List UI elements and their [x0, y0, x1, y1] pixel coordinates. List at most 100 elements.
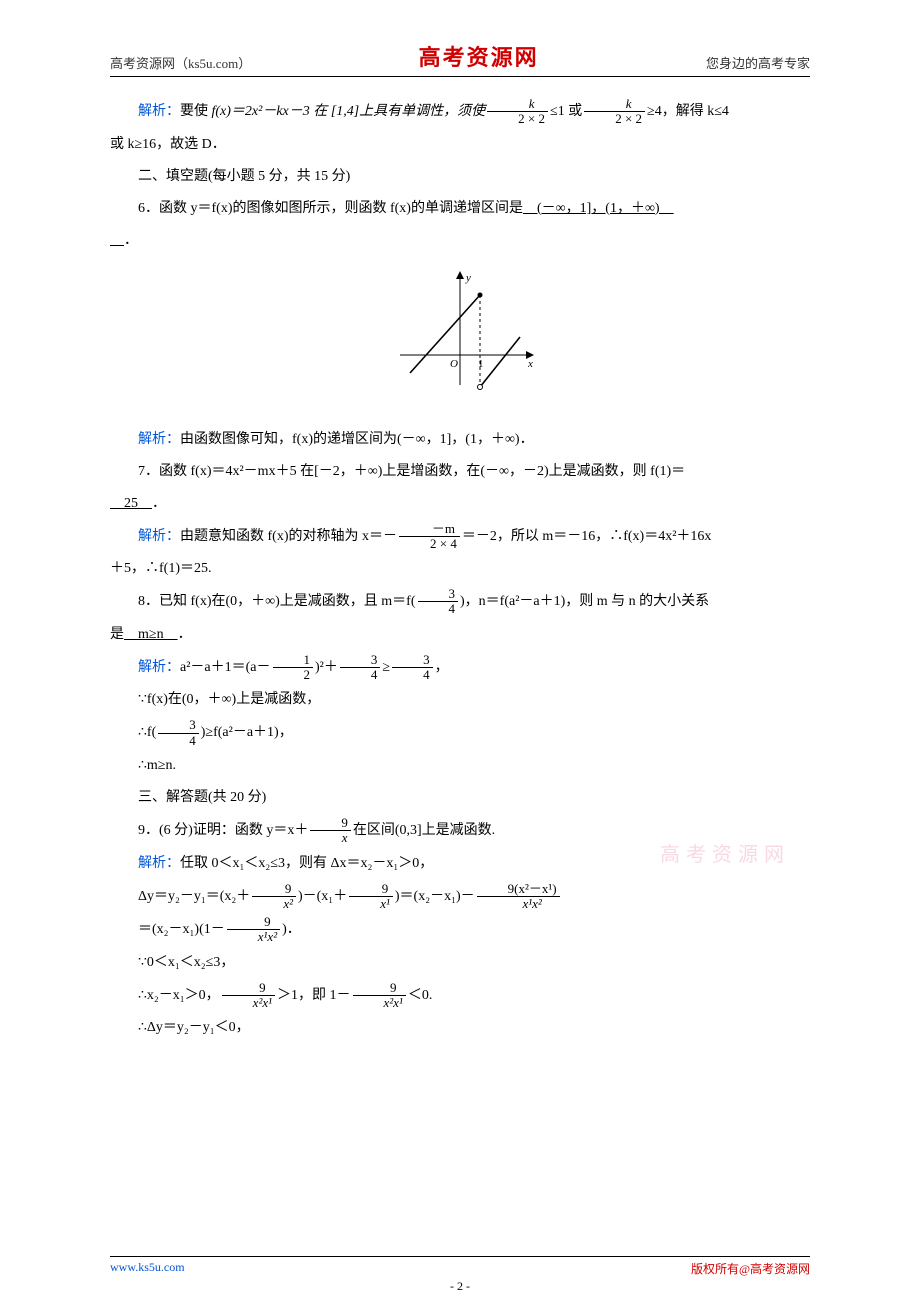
solution-9-line5: ∴x₂－x₁＞0，9x²x¹＞1，即 1－9x²x¹＜0. [110, 981, 810, 1011]
fraction: 12 [273, 653, 314, 683]
text: ＞1，即 1－ [277, 988, 351, 1003]
denominator: x [310, 831, 351, 845]
text: 函数 f(x)＝4x²－mx＋5 在[－2，＋∞)上是增函数，在(－∞，－2)上… [159, 464, 685, 479]
page-number: - 2 - [0, 1279, 920, 1294]
numerator: 9(x²－x¹) [477, 882, 560, 897]
header-right-text: 您身边的高考专家 [706, 53, 810, 72]
denominator: x² [252, 897, 296, 911]
fraction: 9x² [252, 882, 296, 912]
text: )≥f(a²－a＋1)， [201, 725, 293, 740]
text: 任取 0＜x₁＜x₂≤3，则有 Δx＝x₂－x₁＞0， [180, 856, 433, 871]
fraction: 9x²x¹ [222, 981, 275, 1011]
text: 要使 [180, 104, 212, 119]
text: 由函数图像可知，f(x)的递增区间为(－∞，1]，(1，＋∞)． [180, 432, 534, 447]
numerator: 3 [340, 653, 381, 668]
text: ∵0＜x₁＜x₂≤3， [138, 955, 234, 970]
header-logo-text: 高考资源网 [419, 40, 539, 72]
solution-9-line2: Δy＝y₂－y₁＝(x₂＋9x²)－(x₁＋9x¹)＝(x₂－x₁)－9(x²－… [110, 882, 810, 912]
solution-8-line1: 解析：a²－a＋1＝(a－12)²＋34≥34， [110, 653, 810, 683]
numerator: k [584, 97, 645, 112]
question-6-cont: ． [110, 227, 810, 255]
answer-blank: m≥n [124, 627, 178, 642]
content-body: 解析：要使 f(x)＝2x²－kx－3 在 [1,4]上具有单调性，须使k2 ×… [110, 97, 810, 1042]
text: ≤1 或 [550, 104, 582, 119]
section-3-title: 三、解答题(共 20 分) [110, 784, 810, 812]
section-2-title: 二、填空题(每小题 5 分，共 15 分) [110, 163, 810, 191]
solution-8-line4: ∴m≥n. [110, 752, 810, 780]
text: )＝(x₂－x₁)－ [395, 889, 475, 904]
text: )－(x₁＋ [298, 889, 347, 904]
graph-svg: y x O 1 [380, 265, 540, 405]
solution-label: 解析： [138, 856, 180, 871]
solution-6: 解析：由函数图像可知，f(x)的递增区间为(－∞，1]，(1，＋∞)． [110, 426, 810, 454]
question-6: 6．函数 y＝f(x)的图像如图所示，则函数 f(x)的单调递增区间是 (－∞，… [110, 195, 810, 223]
numerator: 9 [353, 981, 406, 996]
tick-label: 1 [478, 358, 484, 370]
text: ． [152, 496, 166, 511]
fraction: 34 [340, 653, 381, 683]
solution-8-line2: ∵f(x)在(0，＋∞)上是减函数， [110, 686, 810, 714]
numerator: 3 [418, 587, 459, 602]
text: 在区间(0,3]上是减函数. [353, 823, 495, 838]
x-axis-label: x [527, 358, 533, 370]
fraction: 34 [392, 653, 433, 683]
text: ∴m≥n. [138, 758, 176, 773]
numerator: －m [399, 522, 460, 537]
fraction: －m2 × 4 [399, 522, 460, 552]
figure-q6: y x O 1 [110, 265, 810, 416]
fraction: 9x¹x² [227, 915, 280, 945]
page-footer: www.ks5u.com 版权所有@高考资源网 [110, 1256, 810, 1277]
solution-9-line3: ＝(x₂－x₁)(1－9x¹x²)． [110, 915, 810, 945]
text: 由题意知函数 f(x)的对称轴为 x＝－ [180, 529, 397, 544]
denominator: x¹ [349, 897, 393, 911]
fraction: 9x [310, 816, 351, 846]
solution-label: 解析： [138, 104, 180, 119]
text: ＋5，∴f(1)＝25. [110, 561, 212, 576]
denominator: x¹x² [477, 897, 560, 911]
fraction: k2 × 2 [584, 97, 645, 127]
question-8: 8．已知 f(x)在(0，＋∞)上是减函数，且 m＝f(34)，n＝f(a²－a… [110, 587, 810, 617]
text: 二、填空题(每小题 5 分，共 15 分) [138, 169, 350, 184]
denominator: 4 [158, 734, 199, 748]
solution-9-line1: 解析：任取 0＜x₁＜x₂≤3，则有 Δx＝x₂－x₁＞0， [110, 850, 810, 878]
text: (6 分)证明：函数 y＝x＋ [159, 823, 308, 838]
numerator: 9 [349, 882, 393, 897]
text: 三、解答题(共 20 分) [138, 790, 266, 805]
question-7: 7．函数 f(x)＝4x²－mx＋5 在[－2，＋∞)上是增函数，在(－∞，－2… [110, 458, 810, 486]
solution-9-line6: ∴Δy＝y₂－y₁＜0， [110, 1014, 810, 1042]
text: ＝－2，所以 m＝－16，∴f(x)＝4x²＋16x [462, 529, 712, 544]
question-8-cont: 是 m≥n ． [110, 621, 810, 649]
text: 是 [110, 627, 124, 642]
text: ＜0. [408, 988, 433, 1003]
q-label: 8． [138, 594, 159, 609]
denominator: 4 [392, 668, 433, 682]
numerator: 9 [252, 882, 296, 897]
numerator: 1 [273, 653, 314, 668]
origin-label: O [450, 358, 458, 370]
numerator: 3 [392, 653, 433, 668]
fraction: 9(x²－x¹)x¹x² [477, 882, 560, 912]
numerator: 9 [222, 981, 275, 996]
header-left-text: 高考资源网（ks5u.com） [110, 53, 251, 72]
denominator: x²x¹ [222, 996, 275, 1010]
text: 或 k≥16，故选 D． [110, 137, 226, 152]
denominator: x²x¹ [353, 996, 406, 1010]
solution-8-line3: ∴f(34)≥f(a²－a＋1)， [110, 718, 810, 748]
text: ． [178, 627, 192, 642]
question-9: 9．(6 分)证明：函数 y＝x＋9x在区间(0,3]上是减函数. [110, 816, 810, 846]
text: ， [435, 660, 449, 675]
text: 已知 f(x)在(0，＋∞)上是减函数，且 m＝f( [159, 594, 416, 609]
text: ＝(x₂－x₁)(1－ [138, 922, 225, 937]
text: a²－a＋1＝(a－ [180, 660, 271, 675]
fraction: 9x¹ [349, 882, 393, 912]
text: ≥4，解得 k≤4 [647, 104, 729, 119]
answer-blank: 25 [110, 496, 152, 511]
text: ． [124, 233, 138, 248]
text: Δy＝y₂－y₁＝(x₂＋ [138, 889, 250, 904]
denominator: 4 [340, 668, 381, 682]
text: ∴x₂－x₁＞0， [138, 988, 220, 1003]
denominator: 2 × 2 [584, 112, 645, 126]
curve-segment-1 [410, 295, 480, 373]
q-label: 9． [138, 823, 159, 838]
q-label: 6． [138, 201, 159, 216]
